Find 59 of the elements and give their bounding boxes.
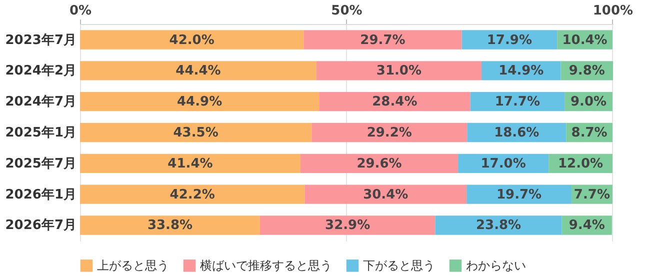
data-label: 17.0%: [480, 156, 526, 172]
bar: [312, 122, 468, 142]
data-label: 44.4%: [176, 64, 221, 79]
bar: [462, 30, 558, 50]
data-label: 9.4%: [568, 218, 605, 234]
data-label: 28.4%: [372, 94, 418, 110]
y-tick-label: 2025年1月: [5, 126, 76, 140]
data-label: 9.8%: [568, 64, 605, 79]
data-label: 29.7%: [360, 32, 406, 48]
bar: [80, 216, 260, 235]
data-label: 23.8%: [476, 218, 522, 234]
y-tick-label: 2026年7月: [5, 218, 76, 234]
bar: [304, 30, 462, 50]
data-label: 7.7%: [574, 187, 610, 202]
bar: [80, 184, 305, 204]
bar: [435, 216, 562, 235]
data-label: 29.2%: [366, 126, 412, 140]
bar: [80, 92, 320, 112]
y-tick-label: 2024年7月: [5, 94, 76, 110]
bar: [260, 216, 436, 235]
data-label: 17.9%: [486, 32, 532, 48]
x-tick-label: 50%: [331, 4, 362, 18]
bar: [80, 30, 304, 50]
bar: [80, 61, 316, 80]
data-label: 42.2%: [170, 187, 215, 202]
data-label: 30.4%: [363, 187, 408, 202]
data-label: 42.0%: [169, 32, 214, 48]
x-tick-label: 100%: [592, 4, 634, 18]
y-tick-label: 2024年2月: [5, 64, 76, 79]
bar: [304, 184, 467, 204]
bar: [80, 154, 300, 173]
data-label: 8.7%: [571, 126, 608, 140]
data-label: 17.7%: [494, 94, 540, 110]
bar: [316, 61, 482, 80]
y-tick-label: 2026年1月: [5, 187, 76, 202]
legend-label: 上がると思う: [97, 258, 169, 273]
data-label: 14.9%: [498, 64, 544, 79]
data-label: 32.9%: [325, 218, 370, 234]
data-label: 43.5%: [173, 126, 218, 140]
bar: [80, 122, 312, 142]
data-label: 33.8%: [147, 218, 193, 234]
data-label: 29.6%: [356, 156, 402, 172]
x-tick-label: 0%: [69, 4, 92, 18]
data-label: 41.4%: [168, 156, 213, 172]
y-tick-label: 2023年7月: [5, 32, 76, 48]
data-label: 10.4%: [562, 32, 608, 48]
data-label: 31.0%: [376, 64, 422, 79]
data-label: 19.7%: [496, 187, 542, 202]
bar: [319, 92, 470, 112]
bar: [466, 184, 572, 204]
legend-label: わからない: [466, 258, 526, 273]
data-label: 9.0%: [570, 94, 607, 110]
data-label: 44.9%: [176, 94, 222, 110]
y-tick-label: 2025年7月: [5, 156, 76, 172]
legend-label: 横ばいで推移すると思う: [200, 258, 332, 273]
legend-label: 下がると思う: [363, 258, 435, 273]
data-label: 18.6%: [494, 126, 540, 140]
data-label: 12.0%: [558, 156, 604, 172]
bar: [300, 154, 458, 173]
